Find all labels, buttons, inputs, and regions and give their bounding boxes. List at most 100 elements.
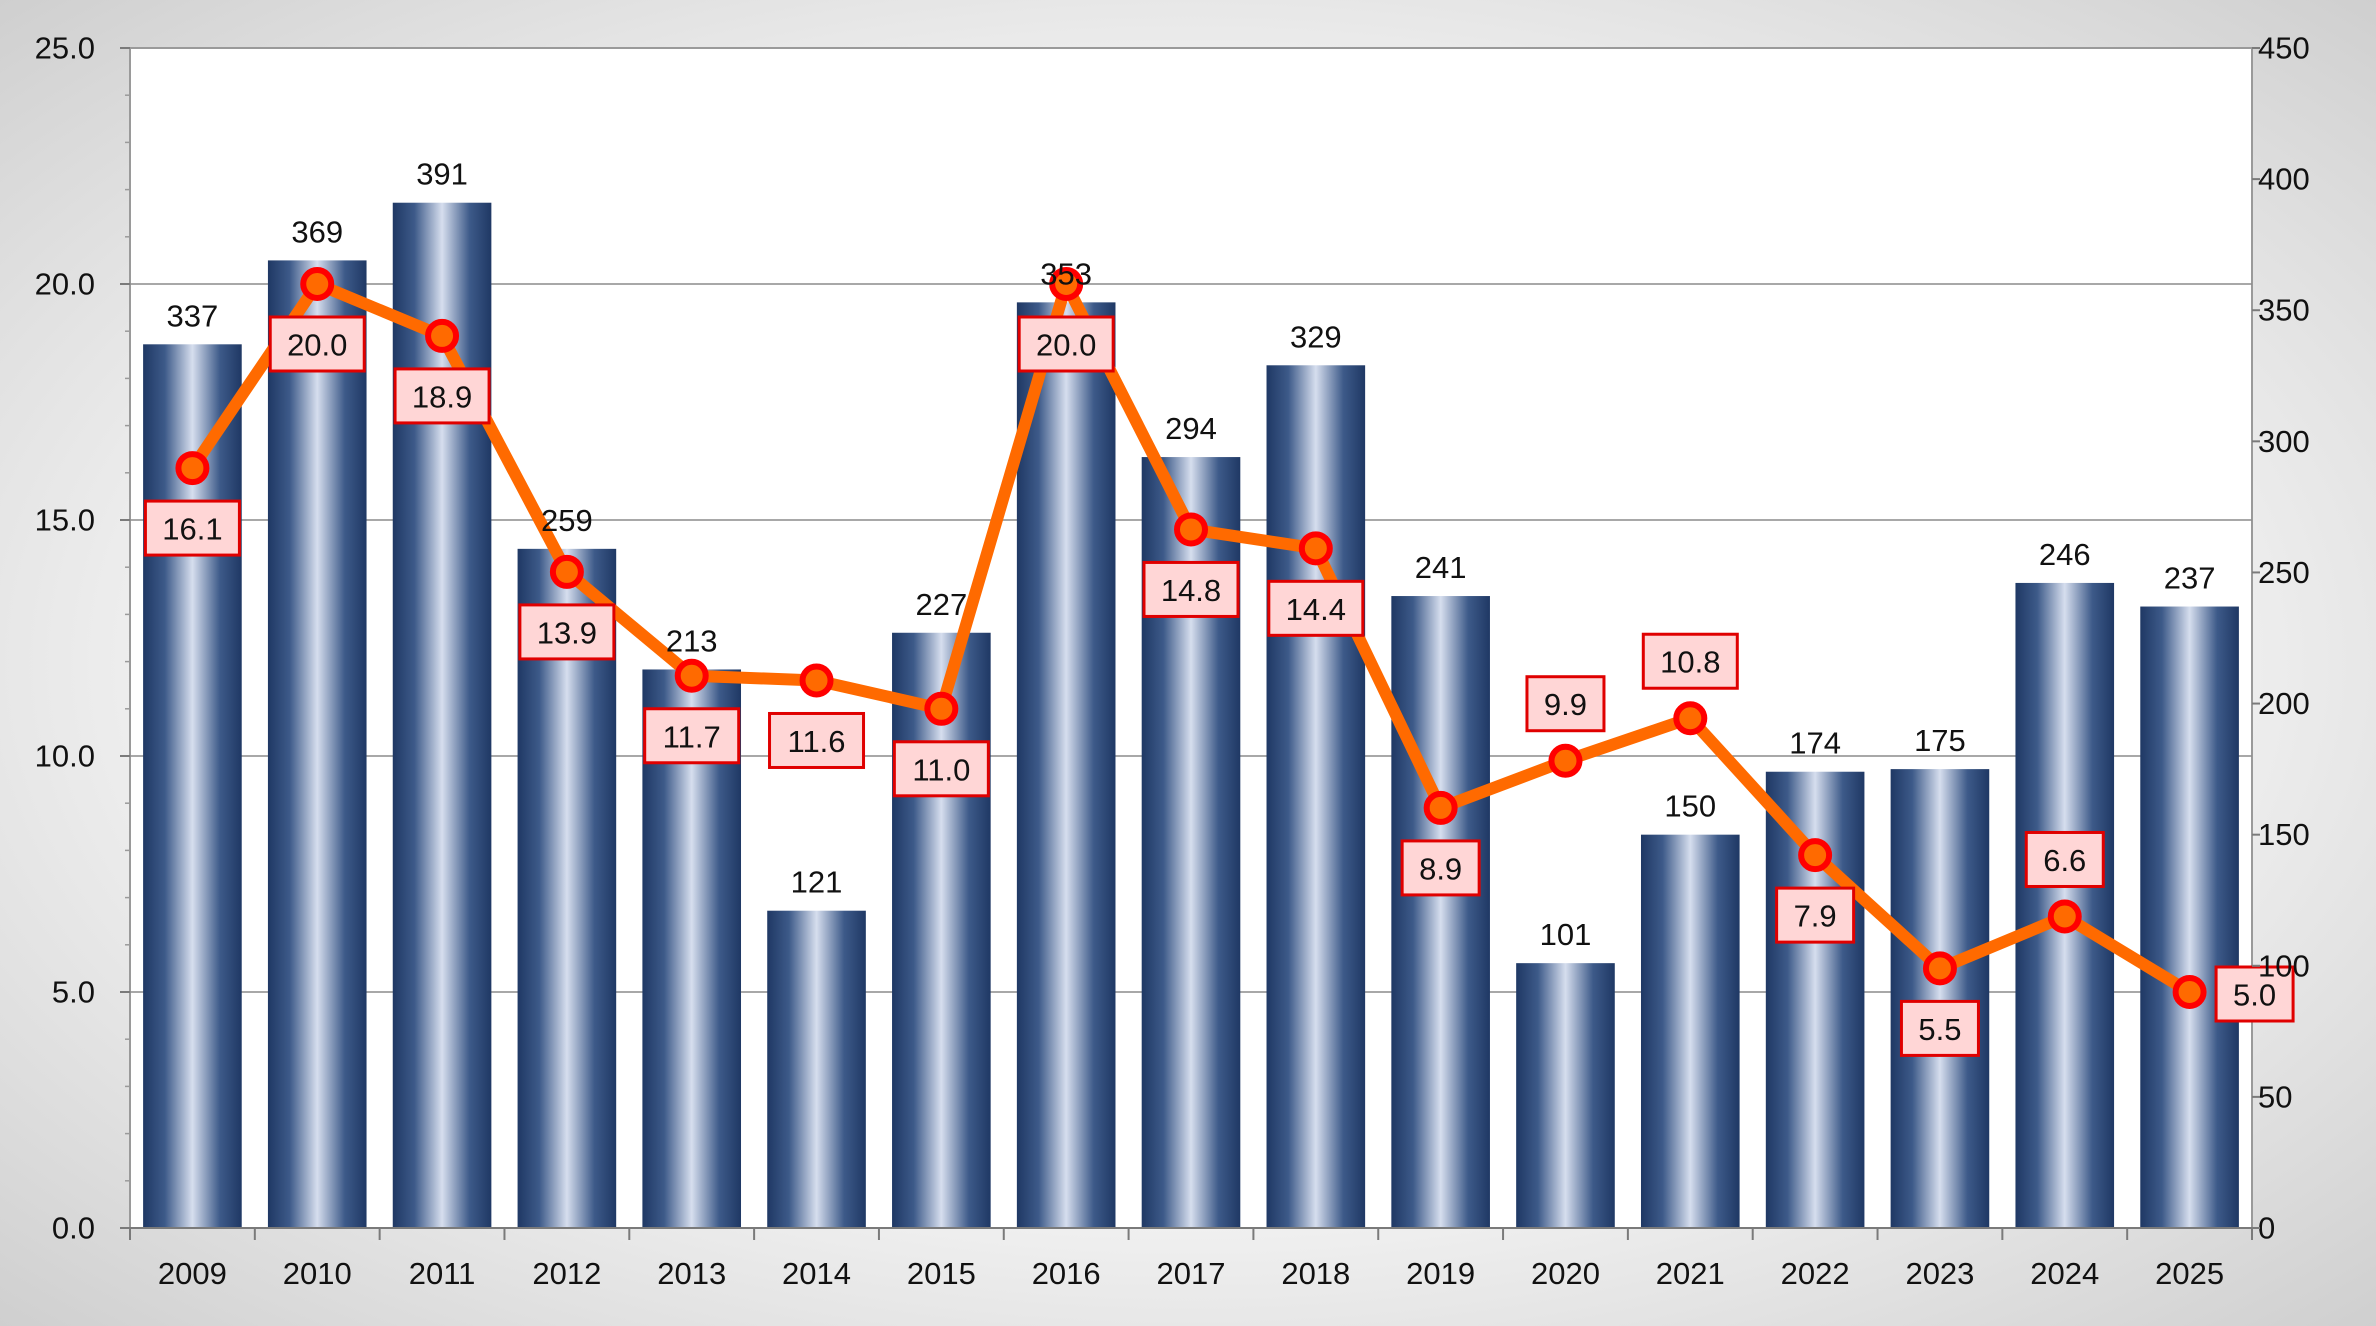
- line-value-label-text: 7.9: [1794, 899, 1837, 934]
- bar-value-label: 391: [416, 157, 468, 192]
- line-point: [1049, 267, 1084, 301]
- line-value-label: 10.8: [1641, 632, 1739, 690]
- line-value-label-box: [1525, 675, 1606, 733]
- x-axis-tick-label: 2017: [1157, 1256, 1226, 1291]
- bar-value-label: 227: [915, 587, 967, 622]
- line-value-label-box: [892, 740, 990, 798]
- right-axis-tick-label: 50: [2258, 1079, 2292, 1114]
- line-value-label-box: [1267, 579, 1365, 637]
- line-point: [2172, 975, 2207, 1009]
- line-value-label-text: 16.1: [162, 512, 222, 547]
- bar: [392, 202, 492, 1229]
- line-point: [425, 318, 460, 353]
- line-value-label: 16.1: [143, 499, 241, 557]
- line-value-label-text: 8.9: [1419, 851, 1462, 886]
- line-value-label: 20.0: [1017, 315, 1115, 373]
- line-value-label: 20.0: [268, 315, 366, 373]
- left-axis-tick-label: 5.0: [52, 975, 95, 1010]
- line-point: [2047, 899, 2082, 934]
- x-axis-tick-label: 2015: [907, 1256, 976, 1291]
- line-value-label-box: [143, 499, 241, 557]
- right-axis-tick-label: 250: [2258, 555, 2310, 590]
- line-value-label-box: [518, 603, 616, 661]
- line-point: [175, 451, 210, 486]
- line-value-label-text: 10.8: [1660, 645, 1720, 680]
- line-value-label: 11.0: [892, 740, 990, 798]
- bar-value-label: 174: [1789, 726, 1841, 761]
- x-axis-tick-label: 2019: [1406, 1256, 1475, 1291]
- line-value-label-box: [1400, 839, 1481, 897]
- line-point: [1423, 790, 1458, 825]
- bar-value-label: 259: [541, 503, 593, 538]
- line-value-label-text: 18.9: [412, 379, 472, 414]
- bar: [143, 344, 242, 1228]
- x-axis-tick-label: 2009: [158, 1256, 227, 1291]
- line-value-label-box: [1641, 632, 1739, 690]
- x-axis-tick-label: 2018: [1281, 1256, 1350, 1291]
- line-value-label-text: 13.9: [537, 615, 597, 650]
- x-axis-tick-label: 2020: [1531, 1256, 1600, 1291]
- line-point: [1548, 743, 1583, 778]
- line-value-label-text: 6.6: [2043, 843, 2086, 878]
- line-value-label-text: 5.0: [2233, 978, 2276, 1013]
- line-point: [300, 267, 335, 301]
- left-axis-tick-label: 15.0: [35, 503, 95, 538]
- x-axis-tick-label: 2022: [1781, 1256, 1850, 1291]
- line-value-label-text: 14.8: [1161, 573, 1221, 608]
- line-point: [1922, 951, 1957, 986]
- x-axis-tick-label: 2013: [657, 1256, 726, 1291]
- right-axis-tick-label: 350: [2258, 293, 2310, 328]
- x-axis-tick-label: 2011: [409, 1256, 476, 1291]
- bar: [1016, 302, 1116, 1228]
- line-value-label-box: [1017, 315, 1115, 373]
- line-value-label: 8.9: [1400, 839, 1481, 897]
- line-value-label: 11.7: [643, 707, 741, 765]
- x-axis-tick-label: 2016: [1032, 1256, 1101, 1291]
- bar-value-label: 237: [2164, 561, 2216, 596]
- line-value-label: 5.5: [1899, 999, 1980, 1057]
- x-axis-tick-label: 2012: [532, 1256, 601, 1291]
- line-value-label-box: [643, 707, 741, 765]
- bar: [517, 548, 617, 1228]
- line-value-label: 14.8: [1142, 560, 1240, 618]
- bar-value-label: 369: [291, 214, 343, 249]
- line-value-label-text: 11.0: [912, 752, 970, 787]
- bar-value-label: 329: [1290, 319, 1342, 354]
- line-point: [1673, 701, 1708, 736]
- line-value-label: 11.6: [768, 711, 866, 769]
- line-value-label-text: 5.5: [1918, 1012, 1961, 1047]
- x-axis-tick-label: 2023: [1905, 1256, 1974, 1291]
- bar: [2140, 606, 2239, 1228]
- line-value-label-box: [1899, 999, 1980, 1057]
- bar-value-label: 353: [1040, 256, 1092, 291]
- bar: [267, 260, 367, 1228]
- line-value-label-box: [2214, 965, 2295, 1023]
- bar: [767, 910, 866, 1228]
- x-axis-tick-label: 2024: [2030, 1256, 2099, 1291]
- right-axis-tick-label: 450: [2258, 31, 2310, 66]
- line-value-label: 7.9: [1775, 886, 1856, 944]
- line-value-label-box: [268, 315, 366, 373]
- bar: [892, 632, 991, 1228]
- bar: [1391, 596, 1490, 1228]
- bar-value-label: 246: [2039, 537, 2091, 572]
- right-axis-tick-label: 0: [2258, 1211, 2275, 1246]
- line-value-label-box: [1142, 560, 1240, 618]
- line-value-label-box: [768, 711, 866, 769]
- line-value-label: 14.4: [1267, 579, 1365, 637]
- line-value-label: 13.9: [518, 603, 616, 661]
- left-axis-tick-label: 20.0: [35, 267, 95, 302]
- axes: 0.0 5.0 10.0 15.0 20.0 25.0 0 50 100 150 200 250 300…: [35, 31, 2310, 1292]
- line-value-label: 5.0: [2214, 965, 2295, 1023]
- line-point: [1174, 512, 1208, 547]
- line-value-label-text: 9.9: [1544, 687, 1587, 722]
- bar-series: [143, 202, 2239, 1229]
- line-value-label-box: [2024, 830, 2105, 888]
- line-point: [674, 658, 709, 693]
- right-axis-tick-label: 100: [2258, 948, 2310, 983]
- x-axis-tick-label: 2025: [2155, 1256, 2224, 1291]
- line-value-label-box: [1775, 886, 1856, 944]
- line-value-label: 18.9: [393, 367, 491, 425]
- left-axis-tick-label: 25.0: [35, 31, 95, 66]
